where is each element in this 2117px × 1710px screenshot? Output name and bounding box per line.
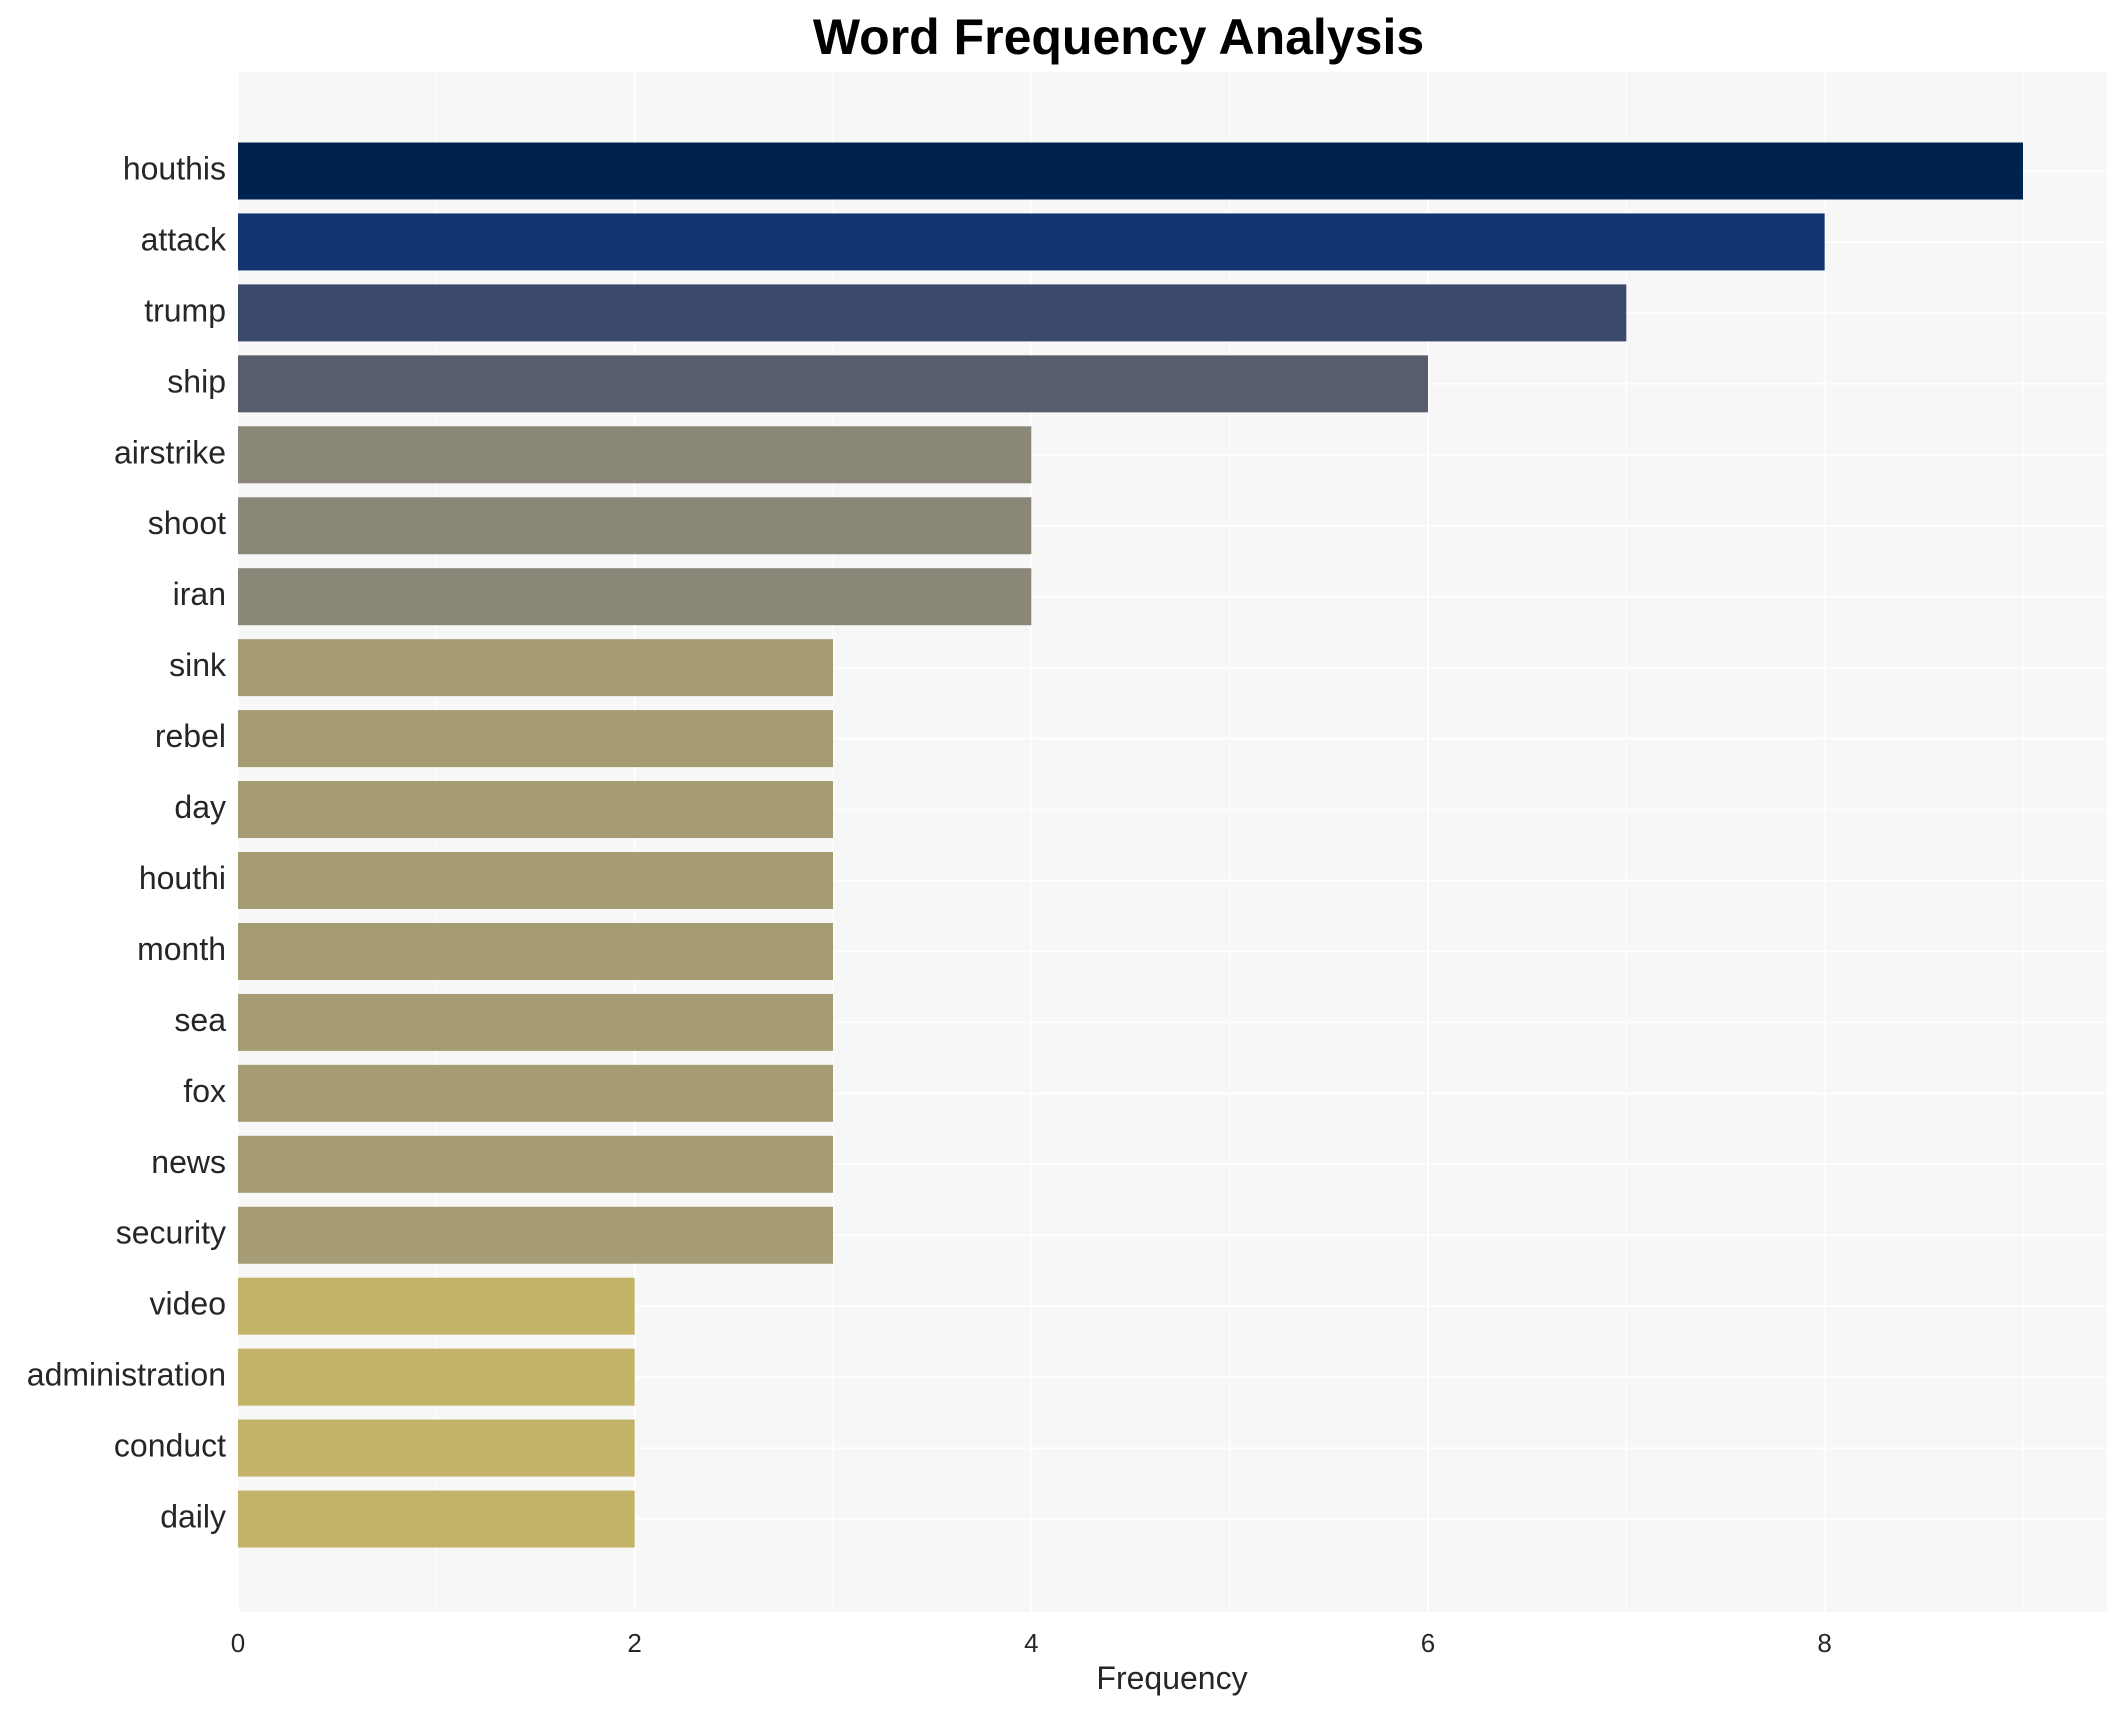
category-label: month: [137, 931, 226, 967]
category-label: shoot: [148, 505, 226, 541]
category-label: fox: [183, 1073, 226, 1109]
x-tick-label: 0: [231, 1628, 245, 1658]
category-label: sink: [169, 647, 227, 683]
x-tick-label: 8: [1817, 1628, 1831, 1658]
x-tick-label: 2: [627, 1628, 641, 1658]
chart-title: Word Frequency Analysis: [812, 9, 1425, 65]
category-label: day: [174, 789, 226, 825]
category-label: houthis: [123, 150, 226, 186]
bar-trump: [238, 284, 1627, 342]
bar-attack: [238, 213, 1825, 271]
bar-sink: [238, 639, 833, 697]
x-axis-title: Frequency: [1096, 1660, 1247, 1696]
category-label: conduct: [114, 1428, 226, 1464]
x-tick-labels: 0 2 4 6 8: [231, 1628, 1832, 1658]
bar-houthis: [238, 142, 2023, 200]
bar-airstrike: [238, 426, 1032, 484]
bar-ship: [238, 355, 1428, 413]
bar-iran: [238, 568, 1032, 626]
category-label: sea: [174, 1002, 226, 1038]
category-label: ship: [167, 363, 226, 399]
x-tick-label: 6: [1421, 1628, 1435, 1658]
bar-sea: [238, 993, 833, 1051]
bar-daily: [238, 1490, 635, 1548]
bar-conduct: [238, 1419, 635, 1477]
category-label: daily: [160, 1499, 226, 1535]
bar-news: [238, 1135, 833, 1193]
category-label: administration: [27, 1357, 226, 1393]
category-label: houthi: [139, 860, 226, 896]
category-label: security: [116, 1215, 226, 1251]
category-labels: houthis attack trump ship airstrike shoot iran…: [27, 150, 227, 1534]
category-label: attack: [141, 221, 227, 257]
category-label: trump: [144, 292, 226, 328]
bar-rebel: [238, 710, 833, 768]
bars: [238, 142, 2023, 1548]
category-label: iran: [173, 576, 226, 612]
bar-houthi: [238, 852, 833, 909]
category-label: news: [151, 1144, 226, 1180]
bar-month: [238, 922, 833, 980]
category-label: airstrike: [114, 434, 226, 470]
bar-shoot: [238, 497, 1032, 555]
bar-video: [238, 1277, 635, 1335]
category-label: video: [150, 1286, 227, 1322]
x-tick-label: 4: [1024, 1628, 1038, 1658]
bar-fox: [238, 1064, 833, 1122]
category-label: rebel: [155, 718, 226, 754]
bar-day: [238, 781, 833, 839]
bar-administration: [238, 1348, 635, 1406]
bar-security: [238, 1206, 833, 1264]
